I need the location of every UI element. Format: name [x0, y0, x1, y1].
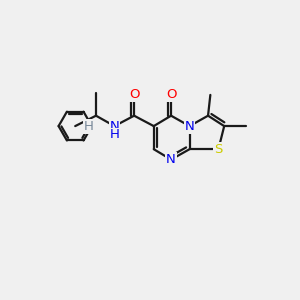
Text: S: S — [214, 143, 223, 156]
Text: N: N — [166, 153, 176, 166]
Text: O: O — [166, 88, 176, 101]
Text: N: N — [110, 120, 119, 133]
Text: N: N — [185, 120, 194, 133]
Text: H: H — [84, 120, 94, 133]
Text: O: O — [129, 88, 140, 101]
Text: H: H — [110, 128, 119, 141]
